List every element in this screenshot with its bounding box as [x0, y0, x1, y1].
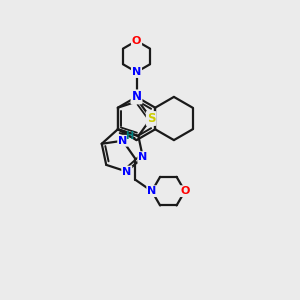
Text: O: O	[132, 36, 141, 46]
Text: N: N	[118, 136, 128, 146]
Text: N: N	[138, 152, 148, 162]
Text: H: H	[125, 131, 134, 141]
Text: O: O	[180, 186, 190, 196]
Text: N: N	[147, 186, 157, 196]
Text: N: N	[122, 167, 131, 177]
Text: S: S	[147, 112, 155, 125]
Text: N: N	[131, 90, 142, 104]
Text: N: N	[132, 67, 141, 77]
